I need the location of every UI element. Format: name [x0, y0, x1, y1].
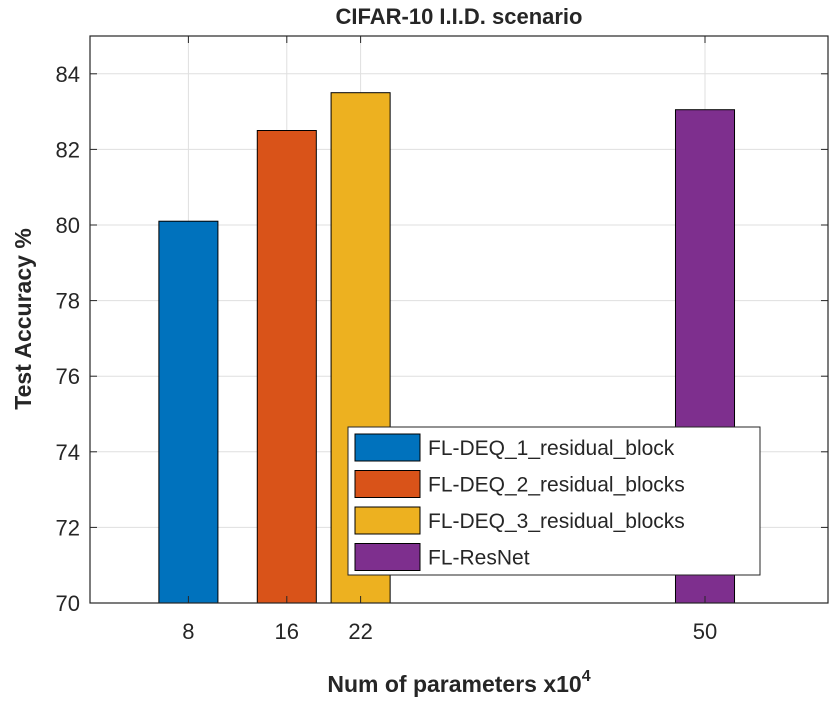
legend-label: FL-DEQ_2_residual_blocks: [428, 474, 685, 497]
legend-swatch: [354, 433, 421, 462]
bar-2: [256, 130, 317, 604]
legend-swatch: [354, 506, 421, 535]
y-tick-label: 84: [56, 62, 80, 87]
legend: FL-DEQ_1_residual_block FL-DEQ_2_residual…: [347, 426, 761, 576]
x-tick-label: 50: [693, 619, 717, 644]
legend-label: FL-DEQ_3_residual_blocks: [428, 510, 685, 533]
y-tick-label: 80: [56, 213, 80, 238]
y-tick-label: 72: [56, 515, 80, 540]
x-tick-label: 8: [182, 619, 194, 644]
x-tick-label: 16: [275, 619, 299, 644]
ticks: 70 72 74 76 78 80 82 84 8 16 22 50: [56, 36, 828, 644]
y-tick-label: 74: [56, 440, 80, 465]
y-tick-label: 76: [56, 364, 80, 389]
chart-title: CIFAR-10 I.I.D. scenario: [336, 4, 583, 29]
bar-1: [158, 220, 219, 604]
y-tick-label: 78: [56, 289, 80, 314]
y-tick-label: 82: [56, 137, 80, 162]
x-tick-label: 22: [348, 619, 372, 644]
legend-label: FL-ResNet: [428, 547, 530, 570]
x-axis-label-text: Num of parameters x10: [327, 671, 581, 697]
axes-box: [89, 35, 829, 604]
y-tick-label: 70: [56, 591, 80, 616]
legend-label: FL-DEQ_1_residual_block: [428, 437, 675, 460]
x-axis-label: Num of parameters x104: [327, 668, 590, 697]
legend-swatch: [354, 470, 421, 498]
x-axis-label-exponent: 4: [582, 668, 591, 685]
legend-swatch: [354, 543, 421, 571]
y-axis-label: Test Accuracy %: [10, 228, 36, 410]
